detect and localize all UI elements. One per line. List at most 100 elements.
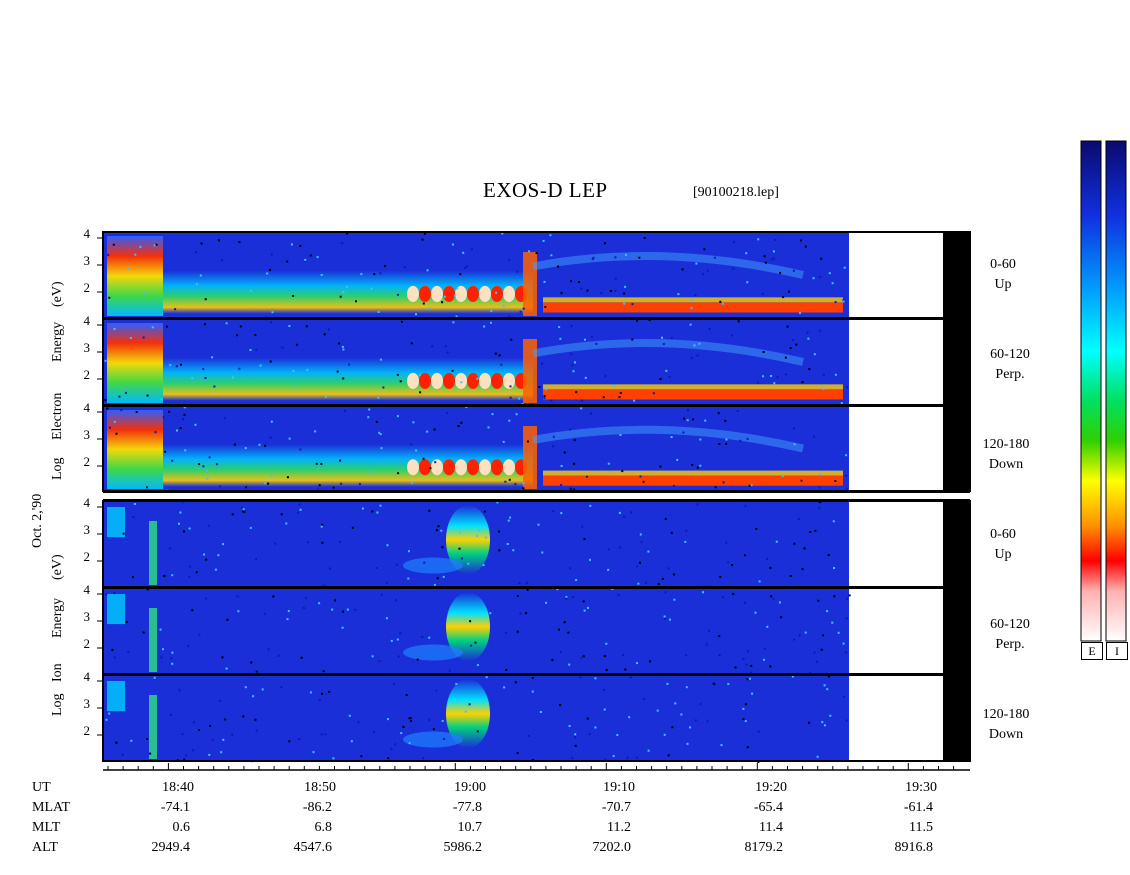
- noise-speck: [135, 411, 138, 413]
- noise-speck: [572, 370, 575, 373]
- noise-speck: [743, 554, 746, 557]
- noise-speck: [432, 728, 435, 731]
- noise-speck: [827, 554, 830, 557]
- noise-speck: [269, 268, 271, 271]
- noise-speck: [674, 702, 677, 705]
- noise-speck: [720, 744, 723, 747]
- noise-speck: [327, 328, 330, 331]
- noise-speck: [512, 549, 515, 552]
- black-edge-strip: [943, 319, 970, 405]
- ytick-label: 2: [83, 454, 91, 469]
- noise-speck: [464, 266, 467, 269]
- noise-speck: [712, 682, 715, 685]
- ytick-label: 4: [83, 669, 91, 684]
- noise-speck: [261, 688, 264, 691]
- noise-speck: [270, 253, 273, 256]
- noise-speck: [342, 610, 344, 613]
- noise-speck: [635, 756, 638, 759]
- noise-speck: [622, 654, 625, 657]
- electron-hotspot: [407, 459, 419, 476]
- noise-speck: [670, 531, 673, 534]
- noise-speck: [331, 608, 334, 611]
- noise-speck: [281, 346, 284, 349]
- noise-speck: [791, 339, 794, 342]
- noise-speck: [351, 526, 354, 529]
- noise-speck: [264, 482, 267, 485]
- noise-speck: [588, 733, 591, 736]
- noise-speck: [633, 399, 636, 402]
- noise-speck: [295, 343, 298, 346]
- noise-speck: [280, 686, 283, 689]
- noise-speck: [684, 540, 687, 543]
- noise-speck: [240, 506, 243, 509]
- noise-speck: [643, 236, 646, 239]
- noise-speck: [153, 244, 156, 247]
- noise-speck: [459, 273, 462, 276]
- noise-speck: [514, 681, 517, 684]
- noise-speck: [686, 742, 689, 745]
- no-data-region: [852, 675, 941, 761]
- noise-speck: [164, 450, 167, 453]
- noise-speck: [354, 608, 357, 611]
- noise-speck: [812, 277, 815, 280]
- electron-hotspot: [467, 285, 479, 302]
- noise-speck: [574, 736, 577, 739]
- noise-speck: [696, 503, 699, 506]
- noise-speck: [370, 470, 373, 473]
- noise-speck: [441, 301, 444, 304]
- noise-speck: [457, 425, 460, 427]
- noise-speck: [405, 694, 408, 697]
- noise-speck: [285, 522, 288, 525]
- noise-speck: [178, 689, 181, 692]
- noise-speck: [309, 254, 312, 257]
- axis-value-mlat: -70.7: [601, 800, 631, 815]
- noise-speck: [200, 242, 203, 245]
- noise-speck: [408, 742, 411, 745]
- noise-speck: [208, 456, 211, 459]
- colorbar-electron: [1080, 140, 1102, 642]
- noise-speck: [581, 525, 584, 528]
- noise-speck: [699, 438, 702, 441]
- noise-speck: [195, 571, 198, 574]
- noise-speck: [664, 617, 667, 620]
- noise-speck: [487, 426, 490, 429]
- noise-speck: [717, 412, 720, 415]
- noise-speck: [626, 756, 629, 759]
- electron-hotspot: [407, 372, 419, 389]
- noise-speck: [490, 309, 493, 312]
- noise-speck: [572, 488, 575, 491]
- noise-speck: [221, 259, 224, 262]
- noise-speck: [412, 421, 415, 424]
- noise-speck: [269, 436, 272, 439]
- noise-speck: [231, 513, 234, 516]
- noise-speck: [435, 689, 438, 692]
- noise-speck: [621, 470, 624, 473]
- noise-speck: [799, 312, 801, 315]
- noise-speck: [198, 633, 201, 636]
- noise-speck: [808, 368, 811, 371]
- noise-speck: [781, 474, 784, 477]
- no-data-region: [852, 232, 941, 318]
- noise-speck: [290, 243, 293, 246]
- noise-speck: [431, 345, 434, 348]
- noise-speck: [416, 658, 419, 661]
- noise-speck: [456, 700, 459, 703]
- noise-speck: [594, 677, 597, 680]
- noise-speck: [180, 363, 182, 366]
- noise-speck: [286, 260, 289, 263]
- noise-speck: [799, 239, 802, 242]
- noise-speck: [846, 386, 848, 389]
- axis-row-ut: UT: [32, 780, 51, 795]
- noise-speck: [791, 675, 794, 678]
- noise-speck: [586, 717, 589, 720]
- noise-speck: [820, 648, 823, 651]
- noise-speck: [244, 686, 247, 689]
- noise-speck: [104, 399, 107, 402]
- noise-speck: [552, 510, 555, 513]
- noise-speck: [722, 481, 725, 484]
- noise-speck: [637, 582, 640, 585]
- noise-speck: [725, 541, 728, 544]
- noise-speck: [169, 547, 172, 550]
- noise-speck: [373, 731, 376, 733]
- electron-ylabel-line4: (eV): [50, 281, 65, 307]
